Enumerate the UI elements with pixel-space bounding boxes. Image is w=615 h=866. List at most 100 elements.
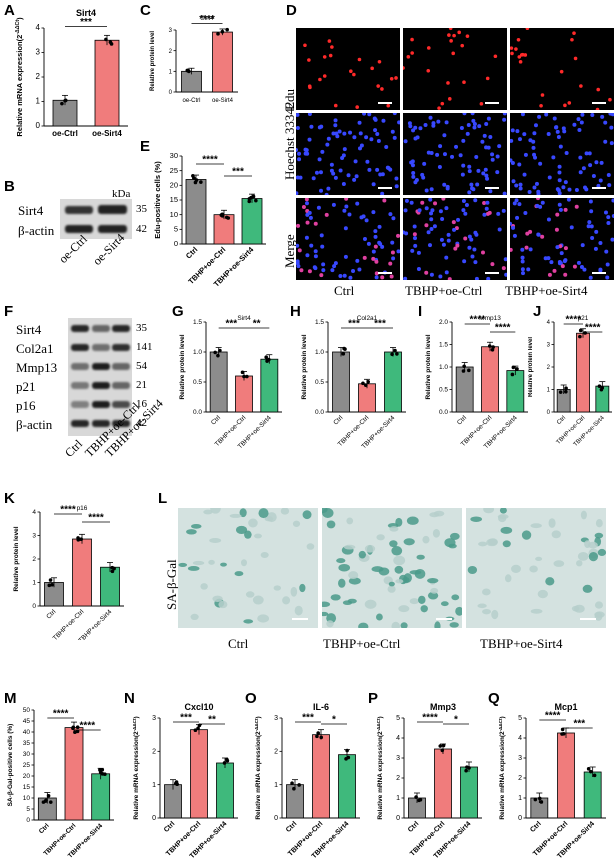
nucleus xyxy=(546,217,551,222)
nucleus xyxy=(490,157,495,162)
significance-label: *** xyxy=(180,713,192,724)
nucleus xyxy=(517,137,522,142)
data-point xyxy=(292,786,296,791)
microscopy-tile xyxy=(403,28,507,110)
nucleus xyxy=(426,230,431,235)
nucleus xyxy=(448,28,453,31)
y-tick-label: 1 xyxy=(547,388,551,394)
data-point xyxy=(564,386,568,391)
nucleus xyxy=(522,132,527,137)
nucleus xyxy=(426,150,431,155)
nucleus xyxy=(576,260,581,265)
cell xyxy=(416,554,425,560)
nucleus xyxy=(377,240,382,245)
y-axis-label: Edu-positive cells (%) xyxy=(153,161,162,239)
cell xyxy=(338,578,346,588)
blot-f-kda: 42 xyxy=(136,417,147,429)
cell xyxy=(521,530,532,540)
y-axis-label: Relative mRNA expression(2-ΔΔCt) xyxy=(498,716,507,819)
cell xyxy=(595,519,603,528)
nucleus xyxy=(314,170,319,175)
nucleus xyxy=(579,120,584,125)
cell xyxy=(239,508,247,518)
nucleus xyxy=(333,123,338,128)
nucleus xyxy=(501,208,506,213)
blot-f-membrane xyxy=(68,318,132,436)
cell xyxy=(588,541,598,549)
nucleus xyxy=(588,163,593,168)
data-point xyxy=(216,353,220,358)
cell xyxy=(409,570,422,575)
scale-bar xyxy=(592,187,606,189)
nucleus xyxy=(423,122,428,127)
nucleus xyxy=(392,135,397,140)
bar xyxy=(100,566,120,607)
nucleus xyxy=(574,204,579,209)
nucleus xyxy=(606,215,611,220)
y-tick-label: 25 xyxy=(23,762,31,769)
nucleus xyxy=(313,254,318,259)
data-point xyxy=(60,101,64,106)
y-tick-label: 4 xyxy=(518,735,522,742)
nucleus xyxy=(328,53,333,58)
significance-label: **** xyxy=(88,513,104,524)
y-tick-label: 20 xyxy=(23,773,31,780)
bar xyxy=(460,766,478,819)
chart-title: Sirt4 xyxy=(237,315,251,322)
nucleus xyxy=(580,243,585,248)
nucleus xyxy=(446,232,451,237)
blot-f-row-label: Mmp13 xyxy=(16,360,58,375)
significance-label: *** xyxy=(348,319,360,330)
nucleus xyxy=(409,200,414,205)
nucleus xyxy=(579,265,584,270)
nucleus xyxy=(475,182,480,187)
chart-title: p21 xyxy=(578,315,589,322)
significance-label: *** xyxy=(232,167,244,178)
nucleus xyxy=(389,274,394,279)
nucleus xyxy=(410,163,415,168)
nucleus xyxy=(493,54,498,59)
nucleus xyxy=(390,250,395,255)
nucleus xyxy=(436,119,441,124)
y-tick-label: 2.0 xyxy=(439,319,448,326)
scale-bar xyxy=(378,102,392,104)
nucleus xyxy=(411,128,416,133)
y-tick-label: 15 xyxy=(170,195,178,204)
sa-col-label-tbhp-sirt4: TBHP+oe-Sirt4 xyxy=(480,636,563,651)
cell xyxy=(266,512,277,523)
nucleus xyxy=(520,113,525,117)
nucleus xyxy=(573,56,578,61)
nucleus xyxy=(559,251,564,256)
nucleus xyxy=(588,275,593,280)
x-tick-label: Ctrl xyxy=(285,820,299,834)
data-point xyxy=(71,725,76,730)
nucleus xyxy=(391,256,396,261)
data-point xyxy=(537,796,542,801)
nucleus xyxy=(596,87,601,92)
chart-n: Cxcl10 0 1 2 3 Relative mRNA expression(2-ΔΔC… xyxy=(132,702,238,860)
sa-gal-tile xyxy=(178,508,318,628)
band xyxy=(91,401,110,408)
nucleus xyxy=(580,113,585,117)
nucleus xyxy=(470,254,475,259)
nucleus xyxy=(566,198,571,202)
cell xyxy=(302,510,312,520)
y-tick-label: 3 xyxy=(32,533,36,540)
nucleus xyxy=(534,181,539,186)
significance-label: *** xyxy=(302,713,314,724)
cell xyxy=(449,622,459,628)
scale-bar xyxy=(292,618,308,620)
nucleus xyxy=(588,199,593,204)
nucleus xyxy=(528,247,533,252)
significance-label: **** xyxy=(80,721,96,732)
nucleus xyxy=(374,271,379,276)
data-point xyxy=(48,800,53,804)
nucleus xyxy=(338,168,343,173)
nucleus xyxy=(403,276,408,280)
data-point xyxy=(440,748,445,753)
nucleus xyxy=(438,209,443,214)
nucleus xyxy=(359,143,364,148)
nucleus xyxy=(467,234,472,239)
chart-p: Mmp3 0 1 2 3 4 5 Relative mRNA expression(2-ΔΔC… xyxy=(376,702,482,860)
nucleus xyxy=(376,138,381,143)
